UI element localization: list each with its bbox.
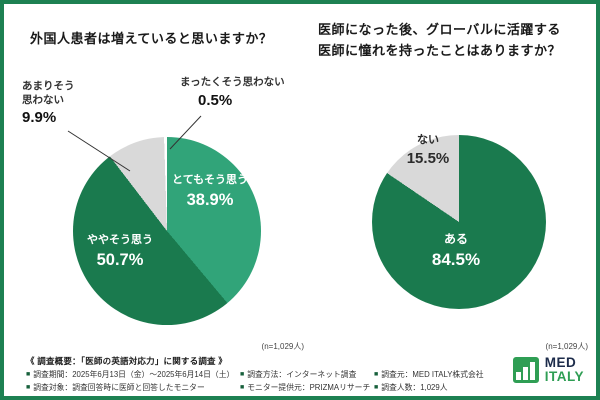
- pie-right-global-doctor: [372, 135, 546, 309]
- survey-item-text: 調査人数：1,029人: [381, 383, 448, 392]
- bullet-icon: ■: [374, 371, 379, 378]
- left-chart-title: 外国人患者は増えていると思いますか？: [30, 31, 273, 46]
- label-totemo-text: とてもそう思う: [172, 174, 248, 186]
- survey-item-company: ■ 調査元：MED ITALY株式会社: [374, 369, 484, 380]
- bullet-icon: ■: [26, 371, 31, 378]
- left-n-label: (n=1,029人): [261, 342, 304, 351]
- bullet-icon: ■: [240, 371, 245, 378]
- survey-item-text: 調査対象：調査回答時に医師と回答したモニター: [33, 383, 205, 392]
- survey-heading: 《 調査概要：「医師の英語対応力」に関する調査 》: [26, 356, 227, 366]
- survey-item-period: ■ 調査期間：2025年6月13日（金）～2025年6月14日（土）: [26, 369, 234, 380]
- logo-text: MED ITALY: [544, 355, 584, 385]
- bullet-icon: ■: [374, 384, 379, 391]
- label-totemo-souomou: とてもそう思う 38.9%: [154, 174, 266, 210]
- survey-item-text: モニター提供元：PRIZMAリサーチ: [247, 383, 371, 392]
- label-nai-text: ない: [417, 134, 439, 146]
- bullet-icon: ■: [26, 384, 31, 391]
- right-chart-title: 医師になった後、グローバルに活躍する 医師に憧れを持ったことはありますか？: [318, 19, 561, 62]
- survey-item-text: 調査期間：2025年6月13日（金）～2025年6月14日（土）: [33, 370, 235, 379]
- right-n-label: (n=1,029人): [545, 342, 588, 351]
- survey-item-method: ■ 調査方法：インターネット調査: [240, 369, 356, 380]
- label-yaya-pct: 50.7%: [96, 250, 144, 269]
- survey-item-text: 調査元：MED ITALY株式会社: [381, 370, 484, 379]
- label-aru-pct: 84.5%: [431, 250, 481, 269]
- pie-left-foreign-patients: [73, 137, 261, 325]
- logo-bar: [523, 367, 529, 381]
- label-yaya-text: ややそう思う: [87, 234, 153, 246]
- logo-italy: ITALY: [544, 369, 584, 385]
- bar-chart-logo-icon: [512, 357, 539, 384]
- survey-item-target: ■ 調査対象：調査回答時に医師と回答したモニター: [26, 382, 205, 393]
- survey-item-count: ■ 調査人数：1,029人: [374, 382, 448, 393]
- bullet-icon: ■: [240, 384, 245, 391]
- right-chart-title-line1: 医師になった後、グローバルに活躍する: [318, 22, 561, 37]
- label-amari-pct: 9.9%: [22, 109, 57, 127]
- label-yaya-souomou: ややそう思う 50.7%: [64, 234, 176, 270]
- right-chart-title-line2: 医師に憧れを持ったことはありますか？: [318, 43, 562, 59]
- logo-med: MED: [544, 355, 577, 370]
- label-amari-souomowanai: あまりそう思わない 9.9%: [22, 80, 84, 126]
- survey-item-monitor: ■ モニター提供元：PRIZMAリサーチ: [240, 382, 370, 393]
- logo-bar: [530, 362, 536, 381]
- label-aru: ある 84.5%: [403, 232, 509, 270]
- label-mattaku-souomowanai: まったくそう思わない 0.5%: [180, 76, 310, 109]
- label-nai-pct: 15.5%: [406, 149, 450, 167]
- logo-bar: [516, 372, 522, 381]
- label-aru-text: ある: [443, 232, 468, 246]
- med-italy-logo: MED ITALY: [512, 355, 584, 385]
- label-mattaku-pct: 0.5%: [198, 91, 233, 109]
- label-nai: ない 15.5%: [388, 134, 468, 169]
- label-totemo-pct: 38.9%: [186, 190, 234, 209]
- survey-item-text: 調査方法：インターネット調査: [247, 370, 357, 379]
- label-mattaku-text: まったくそう思わない: [180, 76, 285, 88]
- label-amari-text: あまりそう思わない: [22, 80, 75, 106]
